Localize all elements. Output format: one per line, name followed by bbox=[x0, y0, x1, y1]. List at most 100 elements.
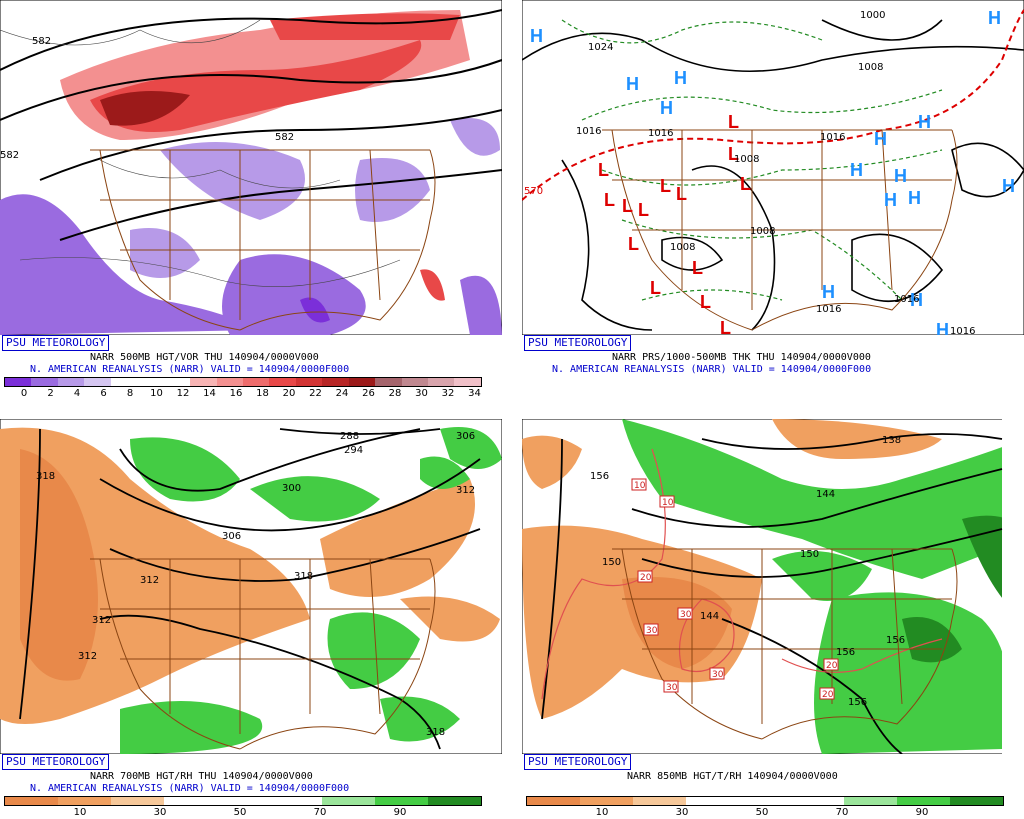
svg-text:H: H bbox=[894, 166, 907, 186]
color-scale-tick: 32 bbox=[441, 388, 455, 399]
isobar-label: 1016 bbox=[816, 304, 841, 315]
temp-label: 20 bbox=[640, 573, 652, 583]
color-scale-swatch bbox=[295, 378, 323, 386]
color-scale-tick: 28 bbox=[388, 388, 402, 399]
isobar-label: 1008 bbox=[750, 226, 775, 237]
color-scale-tick: 18 bbox=[256, 388, 269, 399]
color-scale-swatch bbox=[897, 797, 951, 805]
chart-title: NARR 700MB HGT/RH THU 140904/0000V000 bbox=[90, 771, 313, 782]
color-scale-swatch bbox=[685, 797, 739, 805]
contour-label: 312 bbox=[92, 615, 111, 626]
psu-meteorology-badge: PSU METEOROLOGY bbox=[2, 335, 110, 351]
contour-label: 300 bbox=[282, 483, 301, 494]
color-scale-tick: 24 bbox=[335, 388, 349, 399]
color-scale-swatch bbox=[110, 797, 164, 805]
svg-text:H: H bbox=[936, 320, 949, 335]
svg-text:L: L bbox=[650, 278, 661, 298]
isobar-label: 1016 bbox=[894, 294, 919, 305]
color-scale-swatch bbox=[844, 797, 898, 805]
color-scale-tick: 2 bbox=[47, 388, 54, 399]
svg-text:H: H bbox=[918, 112, 931, 132]
svg-text:L: L bbox=[728, 112, 739, 132]
color-scale-swatch bbox=[57, 797, 111, 805]
color-scale-tick: 30 bbox=[415, 388, 428, 399]
contour-label: 150 bbox=[800, 549, 819, 560]
map-700mb: 318 288 294 306 312 300 306 312 318 312 … bbox=[0, 419, 502, 754]
color-scale-swatch bbox=[137, 378, 164, 386]
color-scale-tick: 10 bbox=[73, 807, 87, 818]
contour-label: 288 bbox=[340, 431, 359, 442]
contour-label: 312 bbox=[140, 575, 159, 586]
isobar-label: 1000 bbox=[860, 10, 885, 21]
color-scale-tick: 26 bbox=[362, 388, 375, 399]
svg-text:H: H bbox=[1002, 176, 1015, 196]
color-scale-tick: 50 bbox=[755, 807, 769, 818]
svg-text:L: L bbox=[638, 200, 649, 220]
color-scale-bar bbox=[4, 377, 482, 387]
psu-meteorology-badge: PSU METEOROLOGY bbox=[524, 335, 632, 351]
svg-text:L: L bbox=[700, 292, 711, 312]
contour-label: 312 bbox=[78, 651, 97, 662]
color-scale-swatch bbox=[57, 378, 85, 386]
psu-meteorology-badge: PSU METEOROLOGY bbox=[2, 754, 110, 770]
chart-subtitle: N. AMERICAN REANALYSIS (NARR) VALID = 14… bbox=[552, 364, 872, 375]
color-scale-swatch bbox=[632, 797, 686, 805]
contour-label: 582 bbox=[275, 132, 294, 143]
svg-text:H: H bbox=[626, 74, 639, 94]
contour-label: 582 bbox=[32, 36, 51, 47]
contour-label: 156 bbox=[590, 471, 609, 482]
svg-text:L: L bbox=[692, 258, 703, 278]
color-scale-tick: 30 bbox=[675, 807, 689, 818]
contour-label: 582 bbox=[0, 150, 19, 161]
isobar-label: 1016 bbox=[576, 126, 601, 137]
color-scale-swatch bbox=[950, 797, 1004, 805]
svg-text:H: H bbox=[822, 282, 835, 302]
color-scale-ticks: 10 30 50 70 90 bbox=[526, 807, 1002, 819]
contour-label: 144 bbox=[816, 489, 835, 500]
temp-label: 10 bbox=[634, 481, 646, 491]
color-scale-swatch bbox=[242, 378, 270, 386]
color-scale-tick: 22 bbox=[309, 388, 322, 399]
color-scale-swatch bbox=[216, 378, 243, 386]
color-scale-swatch bbox=[190, 378, 217, 386]
color-scale-swatch bbox=[348, 378, 376, 386]
temp-label: 20 bbox=[826, 661, 838, 671]
color-scale-tick: 70 bbox=[313, 807, 327, 818]
svg-text:L: L bbox=[728, 144, 739, 164]
color-scale-swatch bbox=[791, 797, 845, 805]
contour-label: 306 bbox=[222, 531, 241, 542]
color-scale-swatch bbox=[428, 797, 482, 805]
contour-label: 318 bbox=[36, 471, 55, 482]
panel-700mb-rh: 318 288 294 306 312 300 306 312 318 312 … bbox=[0, 419, 502, 819]
color-scale-tick: 90 bbox=[393, 807, 407, 818]
color-scale-tick: 30 bbox=[153, 807, 167, 818]
panel-500mb-vorticity: 582 582 582 PSU METEOROLOGY NARR 500MB H… bbox=[0, 0, 502, 400]
temp-label: 30 bbox=[680, 610, 692, 620]
color-scale-tick: 34 bbox=[468, 388, 481, 399]
svg-text:L: L bbox=[598, 160, 609, 180]
contour-label: 312 bbox=[456, 485, 475, 496]
svg-text:H: H bbox=[910, 290, 923, 310]
color-scale-tick: 10 bbox=[150, 388, 163, 399]
contour-label: 150 bbox=[602, 557, 621, 568]
psu-meteorology-badge: PSU METEOROLOGY bbox=[524, 754, 632, 770]
isobar-label: 1016 bbox=[950, 326, 975, 335]
color-scale-tick: 20 bbox=[282, 388, 296, 399]
color-scale-tick: 14 bbox=[203, 388, 216, 399]
temp-label: 30 bbox=[666, 683, 678, 693]
color-scale-tick: 4 bbox=[73, 388, 81, 399]
svg-text:L: L bbox=[660, 176, 671, 196]
chart-subtitle: N. AMERICAN REANALYSIS (NARR) VALID = 14… bbox=[30, 364, 350, 375]
contour-label: 318 bbox=[294, 571, 313, 582]
color-scale-ticks: 10 30 50 70 90 bbox=[4, 807, 480, 819]
map-850mb: 156 138 144 150 150 144 156 156 156 10 1… bbox=[522, 419, 1024, 754]
color-scale-swatch bbox=[454, 378, 481, 386]
color-scale-tick: 50 bbox=[233, 807, 247, 818]
temp-label: 10 bbox=[662, 498, 674, 508]
svg-text:H: H bbox=[660, 98, 673, 118]
svg-text:L: L bbox=[676, 184, 687, 204]
color-scale-tick: 0 bbox=[20, 388, 28, 399]
color-scale-swatch bbox=[163, 378, 191, 386]
